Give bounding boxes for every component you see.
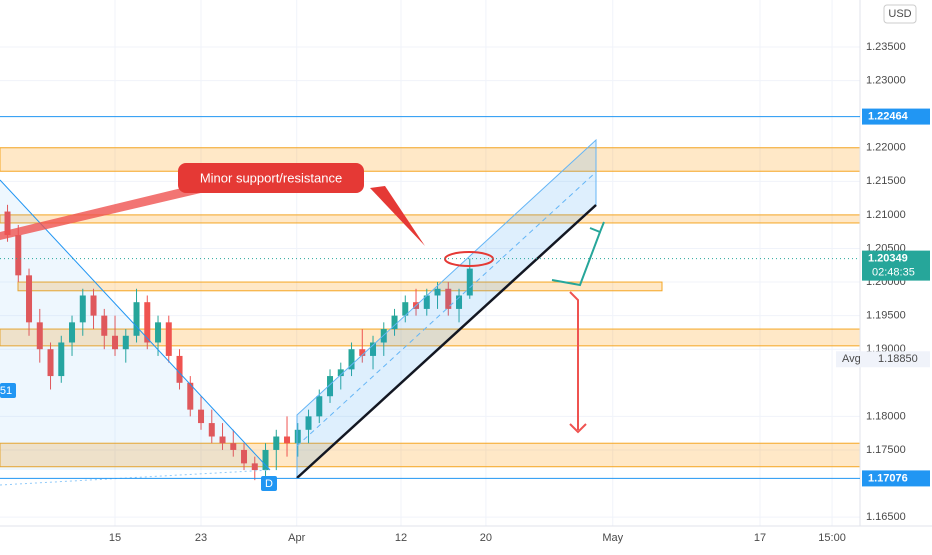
price-tag <box>862 108 930 125</box>
price-tag-text: 1.22464 <box>868 110 909 122</box>
candle-body <box>122 335 129 350</box>
candle-body <box>337 369 344 377</box>
candle-body <box>359 349 366 356</box>
candle-body <box>187 382 194 410</box>
x-tick-label: 15 <box>109 532 121 544</box>
candle-body <box>251 463 258 471</box>
candle-body <box>58 342 65 377</box>
candle-body <box>391 315 398 330</box>
price-tag-text: 1.20349 <box>868 253 908 265</box>
zone <box>17 281 663 292</box>
x-tick-label: 20 <box>480 532 492 544</box>
candle-body <box>284 436 291 444</box>
candle-body <box>101 315 108 336</box>
candle-body <box>423 295 430 309</box>
y-tick-label: 1.21500 <box>866 175 906 187</box>
y-tick-label: 1.19500 <box>866 310 906 322</box>
y-tick-label: 1.18000 <box>866 410 906 422</box>
x-tick-label: 12 <box>395 532 407 544</box>
candle-body <box>133 302 140 336</box>
candle-body <box>144 302 151 343</box>
candle-body <box>273 436 280 450</box>
candle-body <box>165 322 172 356</box>
y-tick-label: 1.23000 <box>866 74 906 86</box>
candle-body <box>241 449 248 464</box>
zone <box>0 147 861 172</box>
price-tag <box>862 250 930 281</box>
y-tick-label: 1.17500 <box>866 444 906 456</box>
countdown: 02:48:35 <box>872 267 915 279</box>
arrow-up <box>551 231 601 287</box>
candle-body <box>176 355 183 383</box>
candle-body <box>294 429 301 444</box>
candle-body <box>26 275 33 323</box>
fan-line <box>0 469 271 486</box>
candle-body <box>69 322 76 343</box>
avg-tag <box>836 351 930 368</box>
candle-body <box>198 409 205 424</box>
candle-body <box>230 443 237 450</box>
callout-text: Minor support/resistance <box>200 170 342 185</box>
candle-body <box>316 396 323 417</box>
currency-badge <box>883 4 917 24</box>
x-tick-label: Apr <box>288 532 305 544</box>
candle-body <box>208 423 215 437</box>
badge-text: 51 <box>0 385 12 397</box>
zone <box>0 214 861 224</box>
marker-text: D <box>265 478 273 490</box>
y-tick-label: 1.21000 <box>866 209 906 221</box>
candle-body <box>4 211 11 236</box>
callout <box>178 163 364 193</box>
candle-body <box>348 349 355 370</box>
x-tick-label: May <box>602 532 623 544</box>
y-tick-label: 1.23500 <box>866 41 906 53</box>
candle-body <box>434 288 441 296</box>
trend-line <box>296 204 597 479</box>
currency: USD <box>888 8 911 20</box>
candle-body <box>262 449 269 471</box>
x-tick-label: 17 <box>754 532 766 544</box>
candle-body <box>15 235 22 276</box>
candle-body <box>36 322 43 350</box>
candle-body <box>112 335 119 350</box>
candle-body <box>47 349 54 377</box>
candle-body <box>155 322 162 343</box>
marker <box>261 476 277 491</box>
price-tag-text: 1.17076 <box>868 472 908 484</box>
badge <box>0 383 16 398</box>
x-tick-label: 23 <box>195 532 207 544</box>
avg-value: 1.18850 <box>878 353 918 365</box>
candle-body <box>370 342 377 356</box>
callout-pointer <box>0 186 205 240</box>
x-tick-label: 15:00 <box>818 532 846 544</box>
callout-pointer <box>370 186 425 246</box>
channel-mid <box>296 171 597 447</box>
candle-body <box>327 376 334 397</box>
candle-body <box>90 295 97 316</box>
candle-body <box>456 295 463 309</box>
candle-body <box>79 295 86 323</box>
price-tag <box>862 470 930 487</box>
candle-body <box>305 416 312 430</box>
drawings <box>0 138 605 486</box>
candle-body <box>402 302 409 316</box>
y-tick-label: 1.16500 <box>866 511 906 523</box>
candle-body <box>466 268 473 296</box>
candle-body <box>445 288 452 309</box>
y-tick-label: 1.22000 <box>866 142 906 154</box>
candle-body <box>219 436 226 444</box>
arrow-head <box>589 221 605 234</box>
avg-name: Avg <box>842 353 861 365</box>
arrow-down <box>569 291 579 430</box>
arrow-head <box>569 423 587 434</box>
